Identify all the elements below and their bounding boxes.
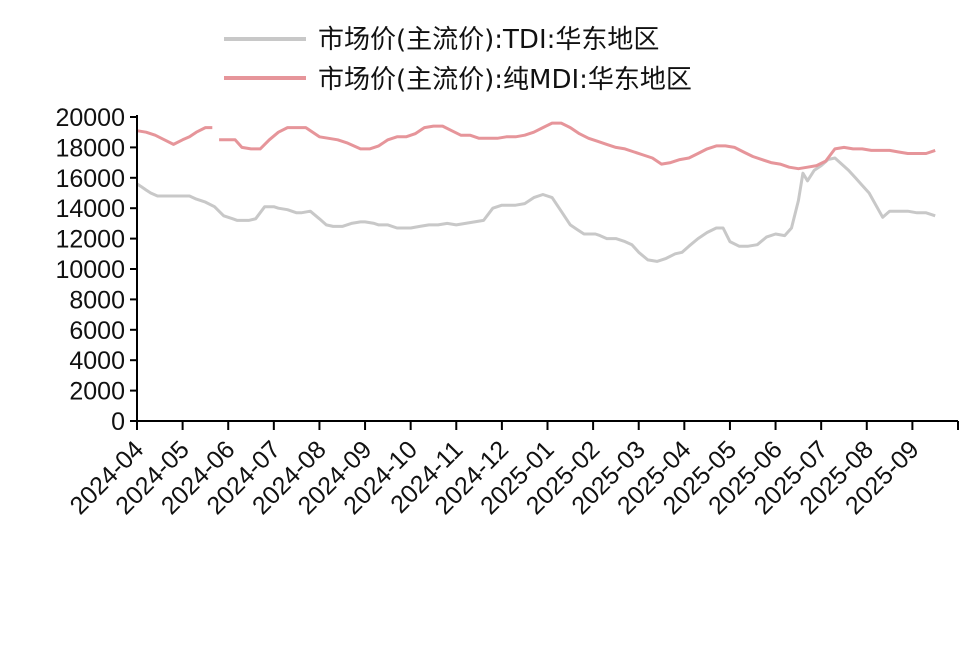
y-tick-label: 14000 (55, 195, 125, 223)
y-tick-label: 16000 (55, 165, 125, 193)
y-tick-label: 0 (111, 408, 125, 436)
legend: 市场价(主流价):TDI:华东地区 市场价(主流价):纯MDI:华东地区 (224, 25, 692, 95)
series-line-0 (136, 156, 936, 263)
y-tick-label: 10000 (55, 256, 125, 284)
legend-label-mdi: 市场价(主流价):纯MDI:华东地区 (318, 65, 692, 95)
y-tick-label: 18000 (55, 134, 125, 162)
y-tick-label: 4000 (69, 347, 125, 375)
legend-label-tdi: 市场价(主流价):TDI:华东地区 (318, 25, 659, 55)
y-tick-label: 2000 (69, 378, 125, 406)
y-tick-label: 12000 (55, 226, 125, 254)
y-tick-label: 6000 (69, 317, 125, 345)
series-line-1 (136, 121, 936, 171)
y-tick-label: 8000 (69, 286, 125, 314)
y-tick-label: 20000 (55, 104, 125, 132)
